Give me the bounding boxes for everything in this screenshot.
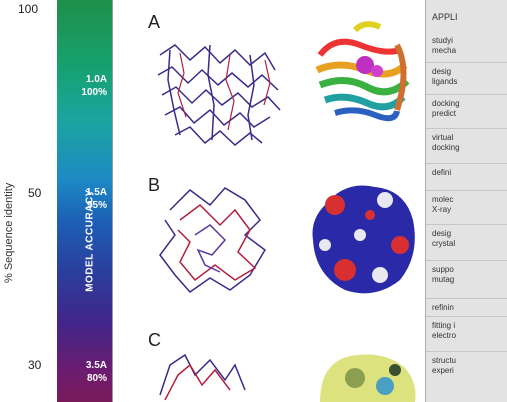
- y-axis-title: % Sequence identity: [3, 193, 15, 283]
- application-line: fitting i: [432, 321, 507, 331]
- resolution-label: 1.5A: [57, 186, 107, 199]
- application-line: studyi: [432, 36, 507, 46]
- application-line: X-ray: [432, 205, 507, 215]
- applications-panel: APPLI studyi mecha desig ligands docking predi…: [425, 0, 507, 402]
- application-item: virtual docking: [432, 133, 507, 153]
- accuracy-label: 95%: [57, 199, 107, 212]
- application-line: structu: [432, 356, 507, 366]
- resolution-label: 1.0A: [57, 73, 107, 86]
- y-tick-100: 100: [18, 2, 38, 16]
- application-line: desig: [432, 229, 507, 239]
- application-line: virtual: [432, 133, 507, 143]
- application-line: defini: [432, 168, 507, 178]
- application-line: experi: [432, 366, 507, 376]
- y-tick-30: 30: [28, 358, 41, 372]
- ribbon-model-image: [305, 15, 415, 125]
- separator: [426, 62, 507, 63]
- separator: [426, 316, 507, 317]
- application-line: suppo: [432, 265, 507, 275]
- accuracy-label: 80%: [57, 372, 107, 385]
- resolution-label: 3.5A: [57, 359, 107, 372]
- separator: [426, 298, 507, 299]
- application-line: docking: [432, 143, 507, 153]
- accuracy-label: 100%: [57, 86, 107, 99]
- surface-model-c-image: [310, 348, 420, 402]
- application-item: defini: [432, 168, 507, 178]
- application-line: docking: [432, 99, 507, 109]
- application-item: structu experi: [432, 356, 507, 376]
- application-line: electro: [432, 331, 507, 341]
- separator: [426, 163, 507, 164]
- application-line: molec: [432, 195, 507, 205]
- backbone-trace-image: [150, 180, 280, 300]
- accuracy-level-2: 1.5A 95%: [57, 186, 107, 212]
- separator: [426, 351, 507, 352]
- separator: [426, 260, 507, 261]
- application-item: docking predict: [432, 99, 507, 119]
- separator: [426, 224, 507, 225]
- backbone-trace-c-image: [150, 345, 280, 402]
- electrostatic-surface-image: [305, 175, 420, 300]
- application-item: desig ligands: [432, 67, 507, 87]
- application-line: desig: [432, 67, 507, 77]
- divider-line: [112, 0, 113, 402]
- panel-label-a: A: [148, 12, 160, 33]
- separator: [426, 128, 507, 129]
- applications-header: APPLI: [432, 12, 507, 22]
- accuracy-level-1: 1.0A 100%: [57, 73, 107, 99]
- application-line: mutag: [432, 275, 507, 285]
- application-line: ligands: [432, 77, 507, 87]
- application-item: desig crystal: [432, 229, 507, 249]
- application-line: predict: [432, 109, 507, 119]
- application-line: refinin: [432, 303, 507, 313]
- application-item: refinin: [432, 303, 507, 313]
- application-item: fitting i electro: [432, 321, 507, 341]
- application-line: crystal: [432, 239, 507, 249]
- y-tick-50: 50: [28, 186, 41, 200]
- stick-model-image: [150, 35, 290, 155]
- application-item: molec X-ray: [432, 195, 507, 215]
- separator: [426, 94, 507, 95]
- application-item: studyi mecha: [432, 36, 507, 56]
- separator: [426, 190, 507, 191]
- application-item: suppo mutag: [432, 265, 507, 285]
- application-line: mecha: [432, 46, 507, 56]
- accuracy-level-3: 3.5A 80%: [57, 359, 107, 385]
